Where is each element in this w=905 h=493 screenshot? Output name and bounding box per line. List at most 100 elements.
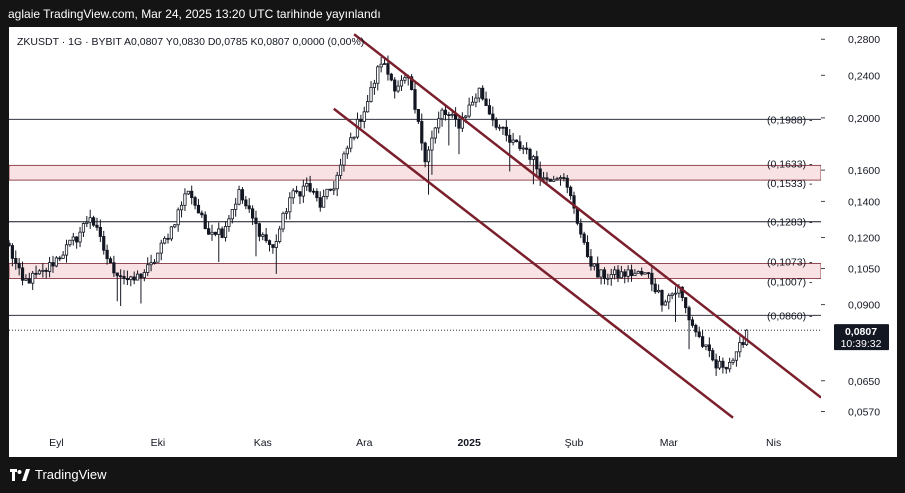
candle-body <box>115 272 119 277</box>
candle <box>589 249 593 271</box>
candle-body <box>352 136 356 139</box>
candle-body <box>514 139 519 143</box>
candle <box>721 357 725 374</box>
candlestick-chart[interactable]: 0,2800 0,2400 0,2000 0,1600 0,1400 0,1200 0,10… <box>9 27 897 457</box>
candle <box>738 336 742 358</box>
candle-body <box>112 262 116 274</box>
candle <box>491 106 495 127</box>
candle <box>690 316 695 328</box>
candle-body <box>376 66 380 84</box>
candle-body <box>420 121 424 144</box>
candle-body <box>58 257 62 260</box>
candle-body <box>437 118 441 129</box>
candle <box>633 269 637 277</box>
candle <box>525 142 529 155</box>
candle-body <box>349 137 353 149</box>
chart-area[interactable]: 0,2800 0,2400 0,2000 0,1600 0,1400 0,1200 0,10… <box>9 27 897 457</box>
candle <box>267 239 272 252</box>
candle <box>552 175 556 182</box>
x-tick-label: Kas <box>254 437 272 449</box>
candle <box>234 198 238 217</box>
candle <box>119 269 123 307</box>
candle-body <box>728 361 732 370</box>
candle <box>497 124 502 131</box>
candle <box>399 75 404 91</box>
candle-body <box>386 63 390 75</box>
candle-body <box>636 270 640 274</box>
candle-body <box>484 98 488 106</box>
candle-body <box>247 205 251 210</box>
candle-body <box>210 231 214 235</box>
symbol-info: ZKUSDT · 1G · BYBIT A0,0807 Y0,0830 D0,0… <box>17 36 365 48</box>
candle <box>318 191 322 212</box>
candle <box>308 175 312 193</box>
candle-body <box>508 134 512 143</box>
candle <box>684 297 688 314</box>
candle-body <box>308 183 312 192</box>
candle-body <box>366 101 370 113</box>
candle-body <box>700 336 705 347</box>
candle-body <box>71 236 75 241</box>
candle <box>281 211 285 233</box>
candle-body <box>687 307 691 321</box>
candle <box>44 267 48 279</box>
candle-body <box>430 137 434 151</box>
candle-body <box>119 275 123 278</box>
candle <box>230 209 234 224</box>
candle-body <box>345 147 349 155</box>
candle <box>474 93 478 108</box>
candle-body <box>629 269 634 277</box>
candle <box>714 353 718 376</box>
candle <box>734 351 739 367</box>
candle-body <box>525 147 529 150</box>
candle-body <box>670 293 674 297</box>
candle <box>102 230 106 255</box>
candle-body <box>626 269 630 277</box>
candle-body <box>545 177 549 180</box>
candle-body <box>399 79 404 87</box>
candle <box>433 126 437 144</box>
candle <box>190 185 194 205</box>
candle <box>196 199 201 214</box>
candle-body <box>75 236 79 243</box>
candle <box>41 263 45 278</box>
candle-body <box>704 344 708 347</box>
candle <box>183 188 187 211</box>
candles-group <box>9 55 749 376</box>
candle-body <box>9 242 11 246</box>
candle <box>64 239 69 263</box>
candle <box>535 150 539 176</box>
candle-body <box>322 196 326 208</box>
candle <box>657 284 661 294</box>
candle <box>613 266 617 280</box>
candle <box>460 112 464 133</box>
candle-body <box>410 76 414 90</box>
candle-body <box>17 262 21 269</box>
channel-upper-line <box>353 33 821 399</box>
candle-body <box>95 224 99 228</box>
candle <box>508 129 512 172</box>
candle-body <box>521 147 525 150</box>
candle <box>152 259 157 265</box>
candle <box>521 145 525 155</box>
candle <box>626 265 630 283</box>
tradingview-logo[interactable]: TradingView <box>10 467 107 482</box>
x-tick-label: Nis <box>766 437 781 449</box>
candle <box>274 234 278 274</box>
candle <box>440 107 444 127</box>
candle-body <box>315 191 319 199</box>
candle-body <box>596 263 600 278</box>
candle-body <box>267 240 272 245</box>
candle <box>376 65 380 91</box>
candle <box>416 109 420 124</box>
candle-body <box>450 113 454 116</box>
current-price-tag <box>834 324 889 351</box>
candle <box>71 232 75 246</box>
candle-body <box>328 188 333 191</box>
candle-body <box>511 139 515 143</box>
candle-body <box>281 212 285 230</box>
candle <box>210 224 214 241</box>
candle <box>717 356 722 370</box>
candle-body <box>54 257 58 267</box>
candle-body <box>10 245 14 259</box>
